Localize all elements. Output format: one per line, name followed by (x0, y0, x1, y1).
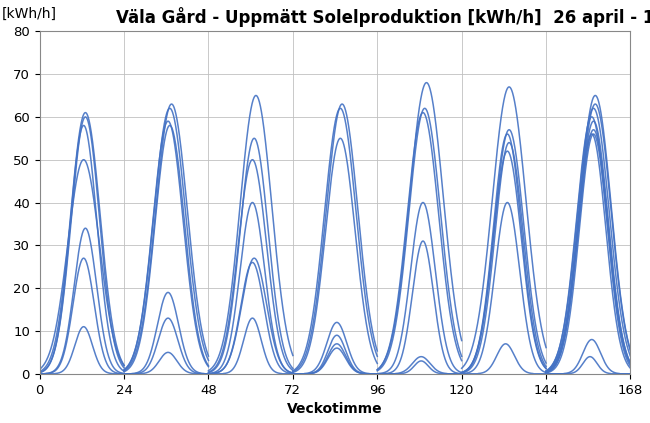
Text: Väla Gård - Uppmätt Solelproduktion [kWh/h]  26 april - 16 juni 2013: Väla Gård - Uppmätt Solelproduktion [kWh… (116, 7, 650, 27)
Text: [kWh/h]: [kWh/h] (1, 7, 57, 21)
X-axis label: Veckotimme: Veckotimme (287, 402, 383, 416)
